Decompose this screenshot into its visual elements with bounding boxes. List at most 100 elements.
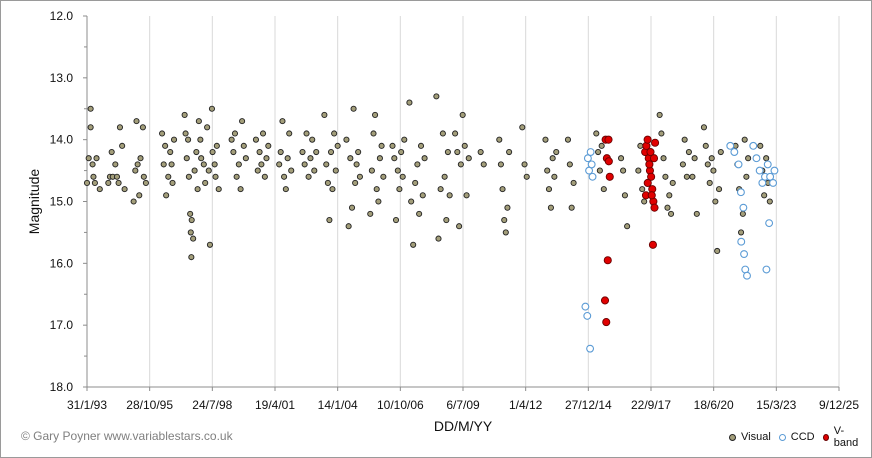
visual-point bbox=[716, 186, 723, 193]
visual-point bbox=[504, 204, 511, 211]
legend-label-ccd: CCD bbox=[790, 431, 815, 443]
visual-point bbox=[444, 148, 451, 156]
visual-point bbox=[519, 124, 526, 131]
visual-point bbox=[193, 148, 200, 156]
vband-point bbox=[643, 135, 652, 144]
visual-point bbox=[198, 155, 205, 162]
x-tick-label: 6/7/09 bbox=[446, 398, 480, 412]
visual-point bbox=[228, 136, 235, 143]
x-tick-label: 1/4/12 bbox=[509, 398, 543, 412]
y-tick-label: 16.0 bbox=[50, 256, 74, 270]
vband-marker-icon bbox=[822, 433, 829, 441]
visual-point bbox=[190, 235, 197, 242]
visual-point bbox=[437, 186, 444, 193]
visual-point bbox=[658, 130, 665, 137]
visual-point bbox=[87, 105, 94, 112]
visual-point bbox=[743, 173, 750, 180]
visual-point bbox=[309, 136, 316, 143]
visual-point bbox=[568, 204, 575, 211]
visual-point bbox=[380, 173, 387, 180]
visual-point bbox=[399, 173, 406, 180]
ccd-point bbox=[739, 203, 748, 212]
visual-point bbox=[321, 111, 328, 118]
visual-point bbox=[231, 130, 239, 137]
visual-point bbox=[91, 179, 98, 186]
visual-point bbox=[235, 161, 242, 168]
ccd-point bbox=[743, 271, 751, 280]
visual-point bbox=[480, 161, 487, 168]
visual-point bbox=[237, 186, 244, 193]
visual-point bbox=[757, 142, 764, 149]
visual-point bbox=[355, 148, 362, 156]
visual-point bbox=[311, 167, 318, 174]
visual-point bbox=[307, 155, 314, 162]
visual-point bbox=[708, 155, 715, 162]
visual-point bbox=[324, 179, 331, 186]
gridlines bbox=[149, 16, 840, 387]
visual-point bbox=[637, 142, 644, 149]
visual-point bbox=[233, 173, 240, 180]
visual-point bbox=[301, 161, 308, 168]
visual-point bbox=[281, 173, 288, 180]
axes bbox=[83, 15, 840, 391]
visual-point bbox=[465, 155, 472, 162]
visual-point bbox=[656, 111, 663, 118]
visual-point bbox=[140, 173, 147, 180]
visual-point bbox=[181, 111, 188, 118]
visual-point bbox=[331, 130, 338, 137]
visual-point bbox=[738, 229, 745, 236]
visual-point bbox=[714, 247, 721, 255]
visual-point bbox=[641, 198, 648, 205]
visual-point bbox=[763, 155, 770, 162]
visual-point bbox=[502, 229, 509, 236]
visual-point bbox=[414, 161, 421, 168]
visual-point bbox=[136, 192, 143, 199]
visual-point bbox=[200, 161, 207, 168]
visual-point bbox=[197, 136, 204, 143]
visual-point bbox=[443, 216, 450, 224]
x-tick-label: 28/10/95 bbox=[126, 398, 173, 412]
visual-point bbox=[93, 155, 100, 162]
ccd-point bbox=[749, 141, 758, 150]
ccd-point bbox=[730, 148, 739, 156]
visual-point bbox=[115, 179, 122, 186]
visual-point bbox=[252, 136, 259, 143]
visual-point bbox=[187, 210, 194, 217]
visual-point bbox=[134, 161, 141, 168]
visual-point bbox=[669, 179, 676, 186]
visual-point bbox=[299, 148, 306, 156]
visual-point bbox=[454, 148, 461, 156]
visual-marker-icon bbox=[729, 433, 736, 441]
visual-point bbox=[208, 105, 216, 112]
visual-point bbox=[372, 111, 379, 118]
visual-point bbox=[182, 130, 189, 137]
visual-point bbox=[463, 192, 470, 199]
visual-point bbox=[259, 130, 267, 137]
visual-point bbox=[263, 155, 270, 162]
visual-point bbox=[410, 241, 417, 248]
visual-point bbox=[521, 161, 528, 168]
visual-point bbox=[185, 136, 192, 143]
visual-point bbox=[326, 216, 333, 224]
visual-point bbox=[343, 136, 350, 143]
visual-point bbox=[566, 161, 573, 168]
vband-point bbox=[645, 160, 654, 169]
visual-point bbox=[706, 179, 713, 186]
ccd-point bbox=[765, 219, 774, 228]
visual-point bbox=[170, 136, 178, 143]
vband-point bbox=[651, 138, 660, 147]
visual-point bbox=[523, 173, 530, 180]
visual-point bbox=[593, 130, 600, 137]
visual-point bbox=[689, 173, 696, 180]
visual-point bbox=[163, 192, 170, 199]
visual-point bbox=[551, 173, 558, 180]
visual-point bbox=[373, 186, 380, 193]
vband-point bbox=[604, 135, 613, 144]
visual-point bbox=[167, 148, 174, 156]
visual-point bbox=[417, 142, 425, 149]
x-tick-label: 10/10/06 bbox=[377, 398, 424, 412]
visual-point bbox=[439, 130, 446, 137]
visual-point bbox=[501, 216, 508, 224]
visual-point bbox=[162, 142, 169, 149]
visual-point bbox=[323, 161, 330, 168]
